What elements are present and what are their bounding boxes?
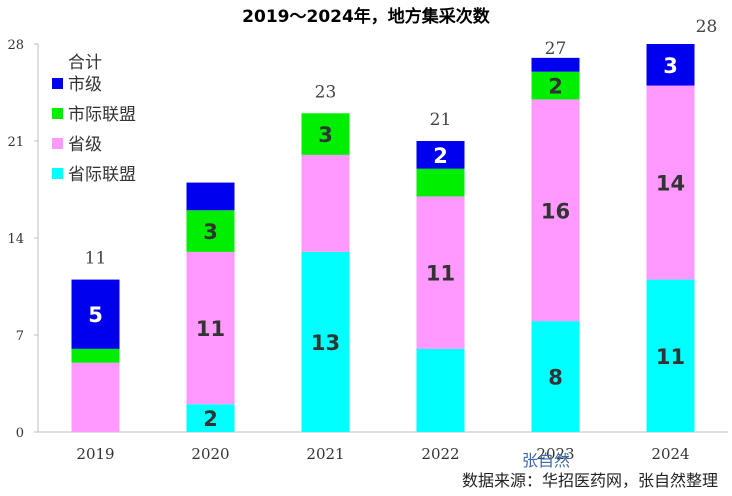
data-label: 16 (541, 199, 570, 223)
total-label: 23 (315, 82, 337, 102)
legend-swatch (52, 138, 63, 149)
bar-segment (416, 196, 465, 349)
data-label: 11 (196, 317, 225, 341)
legend-label: 市级 (68, 75, 102, 95)
y-tick-label: 0 (16, 426, 24, 441)
data-label: 3 (203, 220, 218, 244)
bar-segment (531, 321, 580, 432)
legend-swatch (52, 78, 63, 89)
data-label: 2 (548, 75, 563, 99)
x-tick-label: 2020 (191, 445, 229, 463)
bar-segment (186, 210, 235, 252)
x-tick-label: 2021 (306, 445, 344, 463)
data-label: 3 (663, 54, 678, 78)
bar-group-2022: 11 2 21 2022 (416, 110, 465, 463)
x-tick-label: 2019 (76, 445, 114, 463)
bar-segment (71, 362, 120, 432)
data-label: 3 (318, 123, 333, 147)
bar-segment (186, 182, 235, 211)
bar-segment (186, 251, 235, 405)
bar-group-2023: 8 16 2 27 2023 (531, 39, 580, 463)
bar-group-2021: 13 3 23 2021 (301, 82, 350, 463)
x-tick-label: 2023 (536, 445, 574, 463)
bar-segment (416, 141, 465, 169)
legend-label: 省级 (68, 135, 102, 155)
total-label: 28 (696, 17, 718, 37)
data-label: 13 (311, 331, 340, 355)
data-label: 5 (88, 303, 103, 327)
bar-segment (646, 85, 695, 280)
data-label: 14 (656, 172, 685, 196)
bar-segment (301, 251, 350, 432)
total-label: 11 (85, 249, 107, 269)
bar-group-2019: 5 11 2019 (71, 249, 120, 463)
bar-segment (646, 279, 695, 432)
bar-segment (71, 348, 120, 363)
total-label: 21 (430, 110, 452, 130)
bar-segment (71, 279, 120, 349)
bar-group-2020: 2 11 3 2020 (186, 182, 235, 463)
legend-swatch (52, 108, 63, 119)
data-label: 2 (433, 144, 448, 168)
bar-segment (186, 404, 235, 432)
bar-segment (646, 44, 695, 86)
chart-title: 2019～2024年，地方集采次数 (242, 6, 491, 27)
data-label: 8 (548, 366, 563, 390)
y-tick-label: 14 (7, 232, 24, 247)
bar-segment (416, 168, 465, 197)
data-label: 11 (426, 262, 455, 286)
bar-group-2024: 11 14 3 28 2024 (646, 17, 718, 463)
data-label: 2 (203, 407, 218, 431)
legend-totals-title: 合计 (68, 53, 102, 73)
y-tick-label: 28 (7, 38, 24, 53)
data-label: 11 (656, 345, 685, 369)
y-tick-label: 21 (7, 135, 24, 150)
bar-segment (301, 154, 350, 252)
bar-segment (531, 57, 580, 72)
watermark-text: 张自然 (522, 451, 570, 470)
x-tick-label: 2024 (651, 445, 689, 463)
y-tick-label: 7 (16, 329, 24, 344)
legend-label: 省际联盟 (68, 165, 136, 185)
legend-label: 市际联盟 (68, 105, 136, 125)
bar-segment (301, 113, 350, 155)
legend-swatch (52, 168, 63, 179)
bar-segment (531, 71, 580, 100)
bars: 5 11 2019 2 11 3 2020 13 3 23 2021 11 2 21 2022 8 16 2 27 2… (71, 17, 718, 463)
source-note: 数据来源：华招医药网，张自然整理 (462, 471, 718, 490)
total-label: 27 (545, 39, 567, 59)
bar-segment (416, 348, 465, 432)
bar-segment (531, 99, 580, 322)
x-tick-label: 2022 (421, 445, 459, 463)
